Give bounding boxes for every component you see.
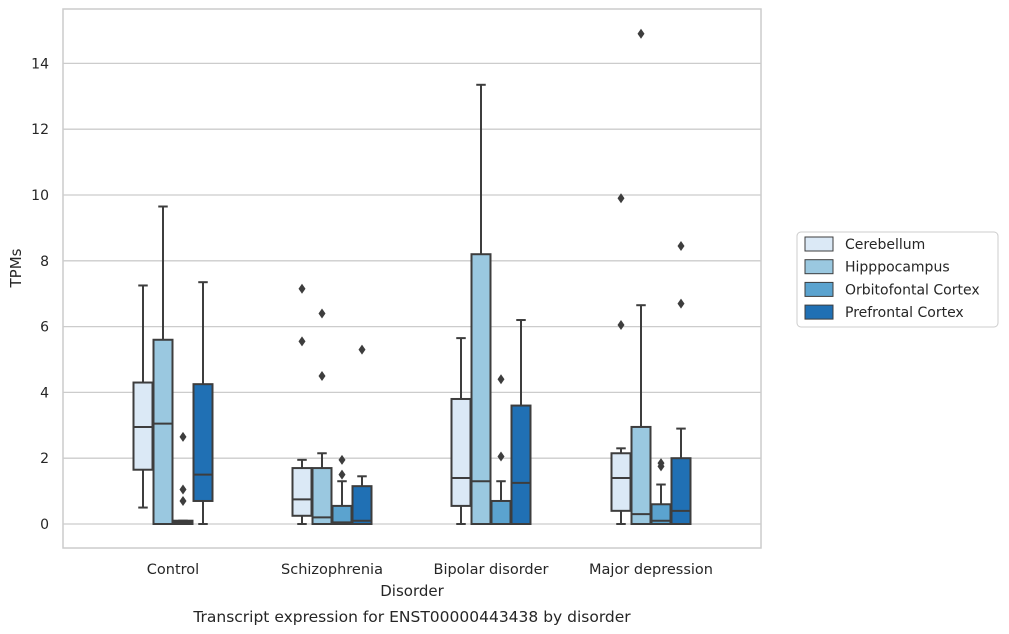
box-element xyxy=(490,374,512,526)
outlier-point xyxy=(338,454,346,465)
box-element xyxy=(132,284,154,509)
legend-label: Hipppocampus xyxy=(845,260,950,276)
outlier-point xyxy=(338,469,346,480)
iqr-box xyxy=(311,467,333,526)
outlier-point xyxy=(637,28,645,39)
y-tick-label: 4 xyxy=(40,385,49,401)
box-element xyxy=(331,454,353,525)
iqr-box xyxy=(630,425,652,526)
box-plot-series xyxy=(132,28,692,526)
box-element xyxy=(630,28,652,526)
box-element xyxy=(351,344,373,526)
series-hipppocampus xyxy=(152,28,652,526)
outlier-point xyxy=(179,484,187,495)
iqr-box xyxy=(670,457,692,526)
box-element xyxy=(650,458,672,526)
legend-item: Orbitofontal Cortex xyxy=(804,281,980,298)
box-element xyxy=(311,308,333,526)
outlier-point xyxy=(617,193,625,204)
iqr-box xyxy=(351,485,373,526)
iqr-box xyxy=(490,499,512,526)
box-element xyxy=(450,337,472,525)
iqr-box xyxy=(450,397,472,507)
y-tick-label: 12 xyxy=(31,122,49,138)
outlier-point xyxy=(497,451,505,462)
chart-caption: Transcript expression for ENST0000044343… xyxy=(192,608,631,626)
box-element xyxy=(192,281,214,525)
series-prefrontal-cortex xyxy=(192,240,692,526)
iqr-box xyxy=(192,383,214,502)
outlier-point xyxy=(657,458,665,469)
legend-label: Prefrontal Cortex xyxy=(845,305,964,321)
x-axis-ticks: Control Schizophrenia Bipolar disorder Majo… xyxy=(147,562,713,578)
legend-frame xyxy=(796,231,999,328)
box-element xyxy=(470,83,492,525)
outlier-point xyxy=(358,344,366,355)
outlier-point xyxy=(298,283,306,294)
box-element xyxy=(152,205,174,526)
legend: Cerebellum Hipppocampus Orbitofontal Corte… xyxy=(796,231,999,328)
outlier-point xyxy=(318,308,326,319)
y-tick-label: 6 xyxy=(40,320,49,336)
iqr-box xyxy=(291,467,313,517)
outlier-point xyxy=(617,319,625,330)
legend-swatch xyxy=(804,259,834,275)
series-cerebellum xyxy=(132,193,632,525)
iqr-box xyxy=(510,404,532,525)
outlier-point xyxy=(179,431,187,442)
outlier-point xyxy=(677,240,685,251)
legend-item: Cerebellum xyxy=(804,236,925,253)
y-tick-label: 2 xyxy=(40,451,49,467)
box-element xyxy=(291,283,313,525)
iqr-box xyxy=(152,338,174,526)
outlier-point xyxy=(298,336,306,347)
legend-label: Orbitofontal Cortex xyxy=(845,282,980,298)
y-tick-label: 10 xyxy=(31,188,49,204)
x-tick-label: Control xyxy=(147,562,199,578)
series-orbitofontal-cortex xyxy=(172,374,672,526)
iqr-box xyxy=(331,504,353,525)
outlier-point xyxy=(179,495,187,506)
outlier-point xyxy=(677,298,685,309)
y-tick-label: 8 xyxy=(40,254,49,270)
gridlines xyxy=(63,62,761,525)
x-axis-label: Disorder xyxy=(380,582,444,600)
x-tick-label: Bipolar disorder xyxy=(434,562,549,578)
y-tick-label: 14 xyxy=(31,56,49,72)
plot-frame xyxy=(62,8,762,549)
legend-item: Hipppocampus xyxy=(804,259,950,276)
iqr-box xyxy=(470,253,492,525)
box-element xyxy=(670,240,692,526)
x-tick-label: Major depression xyxy=(589,562,713,578)
legend-label: Cerebellum xyxy=(845,237,925,253)
legend-swatch xyxy=(804,281,834,297)
box-element xyxy=(610,193,632,525)
outlier-point xyxy=(318,370,326,381)
outlier-point xyxy=(497,374,505,385)
x-tick-label: Schizophrenia xyxy=(281,562,383,578)
legend-item: Prefrontal Cortex xyxy=(804,304,964,321)
y-tick-label: 0 xyxy=(40,517,49,533)
y-axis-ticks: 0 2 4 6 8 10 12 14 xyxy=(31,56,49,533)
y-axis-label: TPMs xyxy=(7,248,25,288)
legend-swatch xyxy=(804,236,834,252)
iqr-box xyxy=(610,452,632,512)
legend-swatch xyxy=(804,304,834,320)
box-element xyxy=(172,431,194,526)
box-element xyxy=(510,319,532,525)
